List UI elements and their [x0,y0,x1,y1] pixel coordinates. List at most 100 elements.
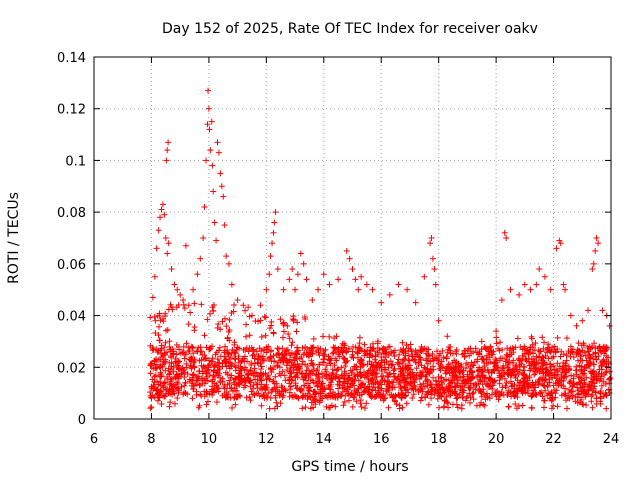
data-point [297,250,304,257]
data-point [155,227,162,234]
data-point [541,273,548,280]
data-point [210,188,217,195]
x-tick-label: 16 [373,432,390,447]
data-point [257,302,264,309]
data-point [294,271,301,278]
data-point [266,271,273,278]
data-point [533,281,540,288]
data-point [412,299,419,306]
data-point [162,235,169,241]
x-tick-label: 20 [488,432,505,447]
data-point [501,229,508,236]
data-point [225,260,232,267]
data-point [516,291,523,298]
data-point [343,247,350,254]
data-point [213,237,220,244]
data-point [363,281,370,288]
data-point [590,260,597,267]
data-point [599,307,606,314]
x-tick-label: 8 [147,432,155,447]
data-point [228,281,235,288]
data-point [421,273,428,280]
data-point [185,302,192,309]
x-tick-label: 24 [603,432,620,447]
y-tick-label: 0.08 [57,206,86,221]
data-point [180,297,187,304]
data-point [174,286,181,293]
data-point [214,139,221,146]
data-point [309,297,316,304]
data-point [215,149,222,156]
data-point [197,255,204,262]
data-point [435,317,442,324]
data-point [478,338,485,345]
data-point [274,266,281,273]
data-point [355,286,362,293]
data-point [606,322,613,329]
data-point [432,281,439,288]
data-point [289,266,296,273]
y-tick-label: 0.06 [57,258,86,273]
data-point [527,286,534,293]
data-point [521,281,528,288]
y-tick-label: 0.12 [57,103,86,118]
data-point [223,253,230,260]
data-point [579,317,586,324]
data-point [182,242,189,249]
data-point [300,260,307,267]
points-layer [147,87,614,412]
data-point [204,121,211,128]
data-point [221,222,228,229]
data-point [562,286,569,293]
data-point [595,240,602,247]
data-point [269,240,276,247]
data-point [280,286,287,293]
data-point [556,237,563,244]
data-point [211,219,218,226]
data-point [592,247,599,254]
x-tick-label: 18 [430,432,447,447]
data-point [168,266,175,273]
x-axis-title: GPS time / hours [291,459,408,475]
data-point [560,281,567,288]
data-point [270,229,277,236]
data-point [369,286,376,293]
data-point [271,219,278,226]
data-point [207,147,214,154]
data-point [158,206,165,213]
x-tick-label: 14 [316,432,333,447]
data-point [378,299,385,306]
data-point [203,157,210,164]
data-point [208,118,215,125]
grid-layer [94,57,611,419]
y-tick-label: 0.02 [57,361,86,376]
data-point [165,240,172,247]
data-point [209,162,216,169]
data-point [218,183,225,190]
data-point [234,297,241,304]
data-point [206,126,213,133]
data-point [507,286,514,293]
data-point [161,211,168,218]
data-point [395,281,402,288]
data-point [164,250,171,257]
data-point [503,235,510,241]
y-tick-label: 0 [78,413,86,428]
data-point [444,333,451,340]
data-point [320,271,327,278]
data-point [286,276,293,283]
y-tick-label: 0.1 [65,154,86,169]
y-tick-label: 0.14 [57,51,86,66]
axes-layer [93,56,612,420]
data-point [163,157,170,164]
data-point [358,273,365,280]
data-point [553,245,560,252]
data-point [352,276,359,283]
data-point [498,297,505,304]
data-point [240,302,247,309]
data-point [164,147,171,154]
data-point [190,286,197,293]
data-point [335,276,342,283]
data-point [153,245,160,252]
